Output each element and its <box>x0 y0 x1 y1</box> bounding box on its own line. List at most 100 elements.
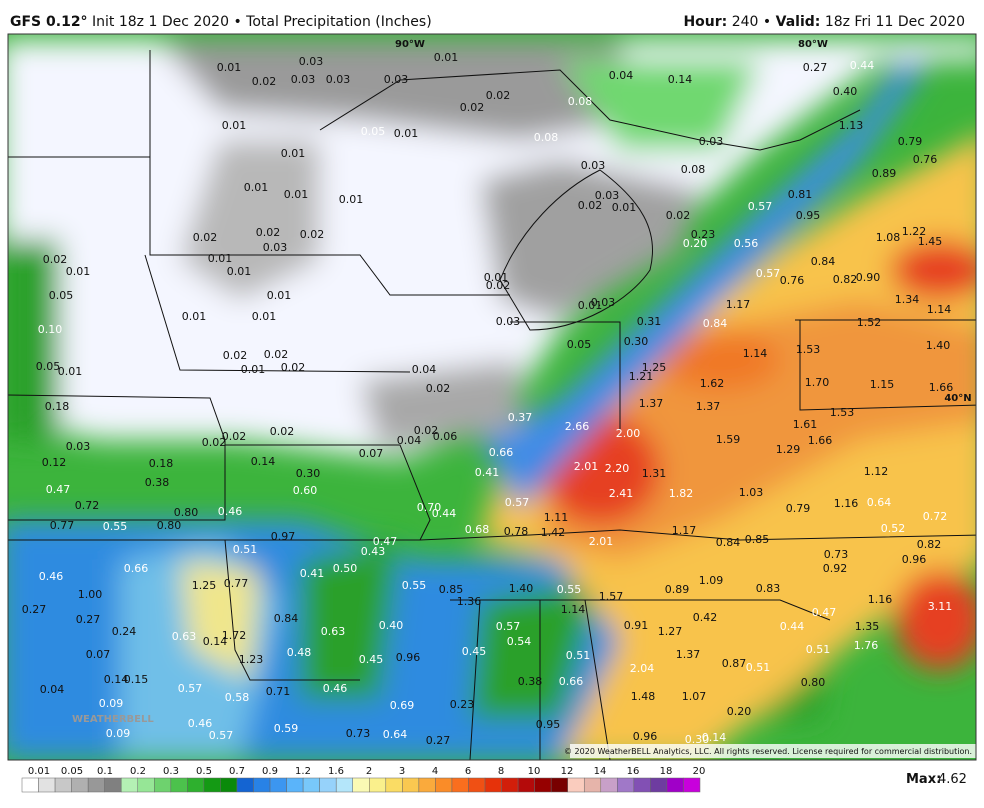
point-value: 0.50 <box>333 562 358 575</box>
color-swatch <box>666 777 684 793</box>
point-value: 0.95 <box>536 718 561 731</box>
point-value: 0.02 <box>486 89 511 102</box>
point-value: 0.06 <box>433 430 458 443</box>
point-value: 1.25 <box>642 361 667 374</box>
legend-label: 14 <box>594 766 607 777</box>
legend-label: 0.1 <box>97 766 113 777</box>
color-swatch <box>286 777 304 793</box>
point-value: 0.01 <box>612 201 637 214</box>
color-swatch <box>335 777 353 793</box>
point-value: 1.66 <box>808 434 833 447</box>
legend-label: 0.9 <box>262 766 278 777</box>
point-value: 1.17 <box>672 524 697 537</box>
point-value: 0.03 <box>291 73 316 86</box>
color-swatch <box>617 777 635 793</box>
color-swatch <box>87 777 105 793</box>
color-swatch <box>468 777 486 793</box>
point-value: 0.73 <box>346 727 371 740</box>
point-value: 0.03 <box>591 296 616 309</box>
point-value: 0.07 <box>86 648 111 661</box>
point-value: 0.85 <box>439 583 464 596</box>
max-label: Max: <box>906 772 941 787</box>
color-swatch <box>170 777 188 793</box>
point-value: 0.01 <box>484 271 509 284</box>
point-value: 0.40 <box>833 85 858 98</box>
point-value: 0.41 <box>300 567 325 580</box>
color-swatch <box>253 777 271 793</box>
color-swatch <box>550 777 568 793</box>
point-value: 0.97 <box>271 530 296 543</box>
point-value: 0.89 <box>665 583 690 596</box>
point-value: 0.08 <box>568 95 593 108</box>
point-value: 0.02 <box>281 361 306 374</box>
point-value: 1.35 <box>855 620 880 633</box>
point-value: 1.25 <box>192 579 217 592</box>
point-value: 0.80 <box>157 519 182 532</box>
color-swatch <box>120 777 139 793</box>
point-value: 0.01 <box>339 193 364 206</box>
point-value: 0.09 <box>99 697 124 710</box>
point-value: 1.29 <box>776 443 801 456</box>
point-value: 0.03 <box>384 73 409 86</box>
point-value: 0.77 <box>224 577 249 590</box>
point-value: 0.76 <box>780 274 805 287</box>
point-value: 0.82 <box>833 273 858 286</box>
point-value: 1.16 <box>834 497 859 510</box>
color-swatch <box>352 777 370 793</box>
point-value: 0.04 <box>412 363 437 376</box>
point-value: 0.64 <box>867 496 892 509</box>
point-value: 0.02 <box>426 382 451 395</box>
point-value: 0.01 <box>66 265 91 278</box>
point-value: 0.57 <box>209 729 234 742</box>
color-swatch <box>71 777 89 793</box>
grid-label: 40°N <box>944 393 971 404</box>
point-value: 0.01 <box>208 252 233 265</box>
point-value: 0.42 <box>693 611 718 624</box>
point-value: 1.36 <box>457 595 482 608</box>
point-value: 1.72 <box>222 629 247 642</box>
color-swatch <box>236 777 254 793</box>
point-value: 0.02 <box>666 209 691 222</box>
legend-label: 1.6 <box>328 766 344 777</box>
point-value: 0.83 <box>756 582 781 595</box>
point-value: 0.79 <box>786 502 811 515</box>
point-value: 0.54 <box>507 635 532 648</box>
color-swatch <box>203 777 221 793</box>
point-value: 2.00 <box>616 427 641 440</box>
point-value: 0.02 <box>414 424 439 437</box>
point-value: 1.22 <box>902 225 927 238</box>
color-swatch <box>220 777 238 793</box>
point-value: 0.84 <box>274 612 299 625</box>
point-value: 0.96 <box>902 553 927 566</box>
point-value: 0.44 <box>780 620 805 633</box>
point-value: 2.41 <box>609 487 634 500</box>
point-value: 0.01 <box>182 310 207 323</box>
point-value: 0.55 <box>103 520 128 533</box>
color-swatch <box>534 777 552 793</box>
point-value: 1.53 <box>796 343 821 356</box>
point-value: 0.40 <box>379 619 404 632</box>
point-value: 0.10 <box>38 323 63 336</box>
point-value: 0.46 <box>39 570 64 583</box>
color-swatch <box>38 777 56 793</box>
point-value: 0.20 <box>683 237 708 250</box>
point-value: 0.72 <box>923 510 948 523</box>
point-value: 0.80 <box>801 676 826 689</box>
point-value: 0.87 <box>722 657 747 670</box>
point-value: 0.47 <box>46 483 71 496</box>
point-value: 0.44 <box>850 59 875 72</box>
point-value: 0.60 <box>293 484 318 497</box>
point-value: 0.96 <box>396 651 421 664</box>
point-value: 0.08 <box>681 163 706 176</box>
point-value: 0.02 <box>222 430 247 443</box>
point-value: 0.27 <box>803 61 828 74</box>
legend-label: 8 <box>498 766 504 777</box>
point-value: 0.02 <box>300 228 325 241</box>
point-value: 0.58 <box>225 691 250 704</box>
point-value: 0.14 <box>702 731 727 744</box>
point-value: 1.12 <box>864 465 889 478</box>
point-value: 0.02 <box>460 101 485 114</box>
point-value: 0.38 <box>518 675 543 688</box>
point-value: 1.14 <box>743 347 768 360</box>
